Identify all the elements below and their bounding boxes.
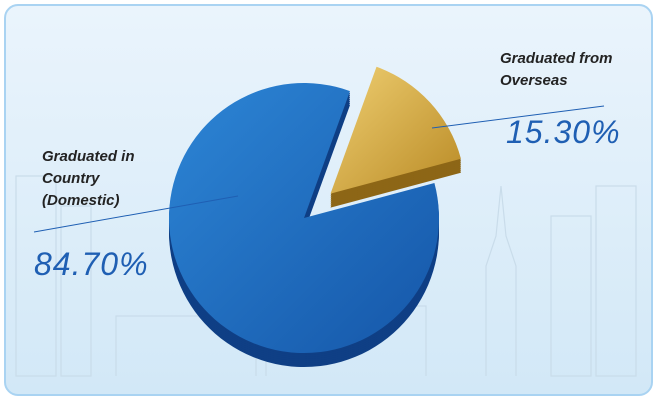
slice-top — [168, 82, 439, 353]
value-label: 84.70% — [34, 246, 149, 282]
chart — [15, 66, 637, 377]
value-label: 15.30% — [506, 114, 621, 150]
slice-name: Graduated in Country (Domestic) — [42, 148, 135, 209]
leader-line — [33, 195, 239, 233]
skyline — [15, 175, 637, 377]
pie-slice — [168, 82, 439, 368]
pie-slice — [330, 66, 461, 208]
slice-name: Graduated from Overseas — [500, 50, 613, 89]
leader-line — [431, 105, 605, 129]
chart-panel: Graduated in Country (Domestic) 84.70% G… — [4, 4, 653, 396]
slice-top — [330, 66, 461, 194]
